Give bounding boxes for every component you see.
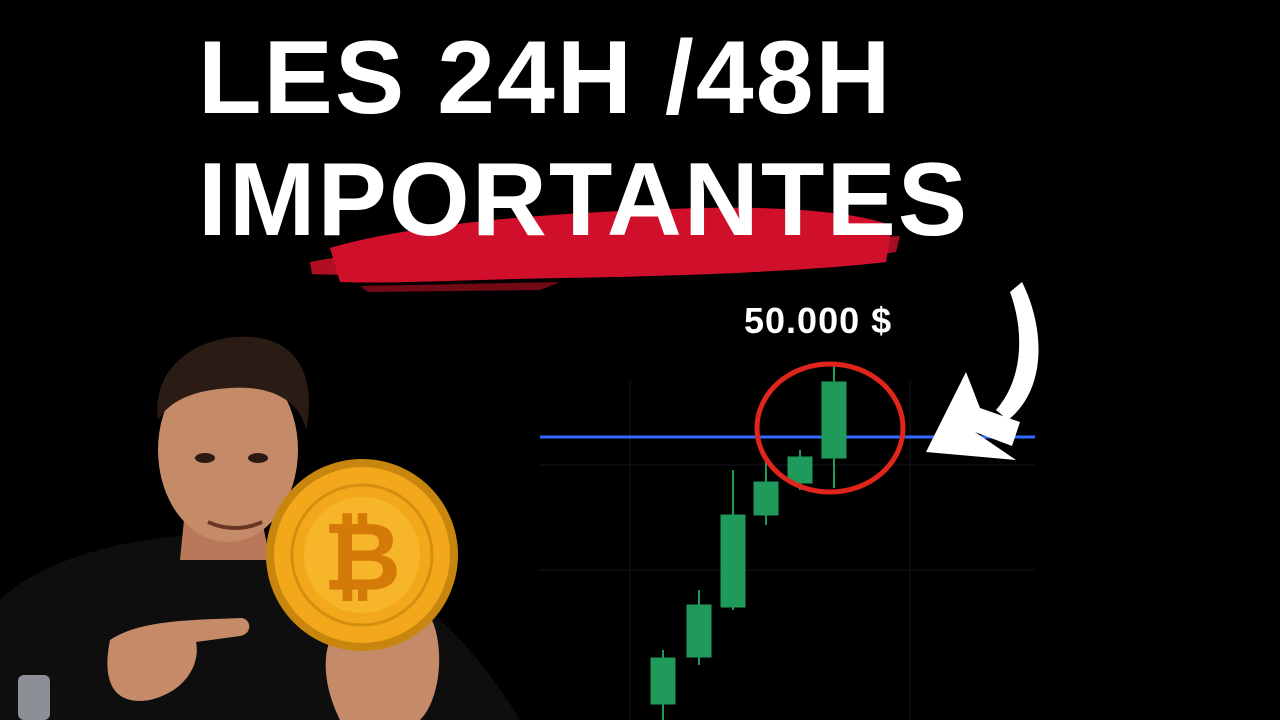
svg-text:₿: ₿: [323, 504, 401, 611]
red-brush-stroke: [310, 207, 900, 292]
headline-line-2: IMPORTANTES: [198, 142, 970, 258]
pointing-arrow-icon: [926, 282, 1039, 460]
candles: [650, 364, 847, 720]
candle-5: [787, 450, 813, 490]
candle-4: [753, 462, 779, 525]
highlight-circle-icon: [754, 361, 906, 495]
headline-line-1: LES 24H /48H: [198, 20, 893, 136]
bitcoin-coin-icon: ₿: [266, 459, 458, 651]
candle-6: [821, 364, 847, 488]
candle-2: [686, 590, 712, 665]
price-annotation: 50.000 $: [744, 300, 893, 341]
candle-1: [650, 650, 676, 720]
candle-3: [720, 470, 746, 610]
